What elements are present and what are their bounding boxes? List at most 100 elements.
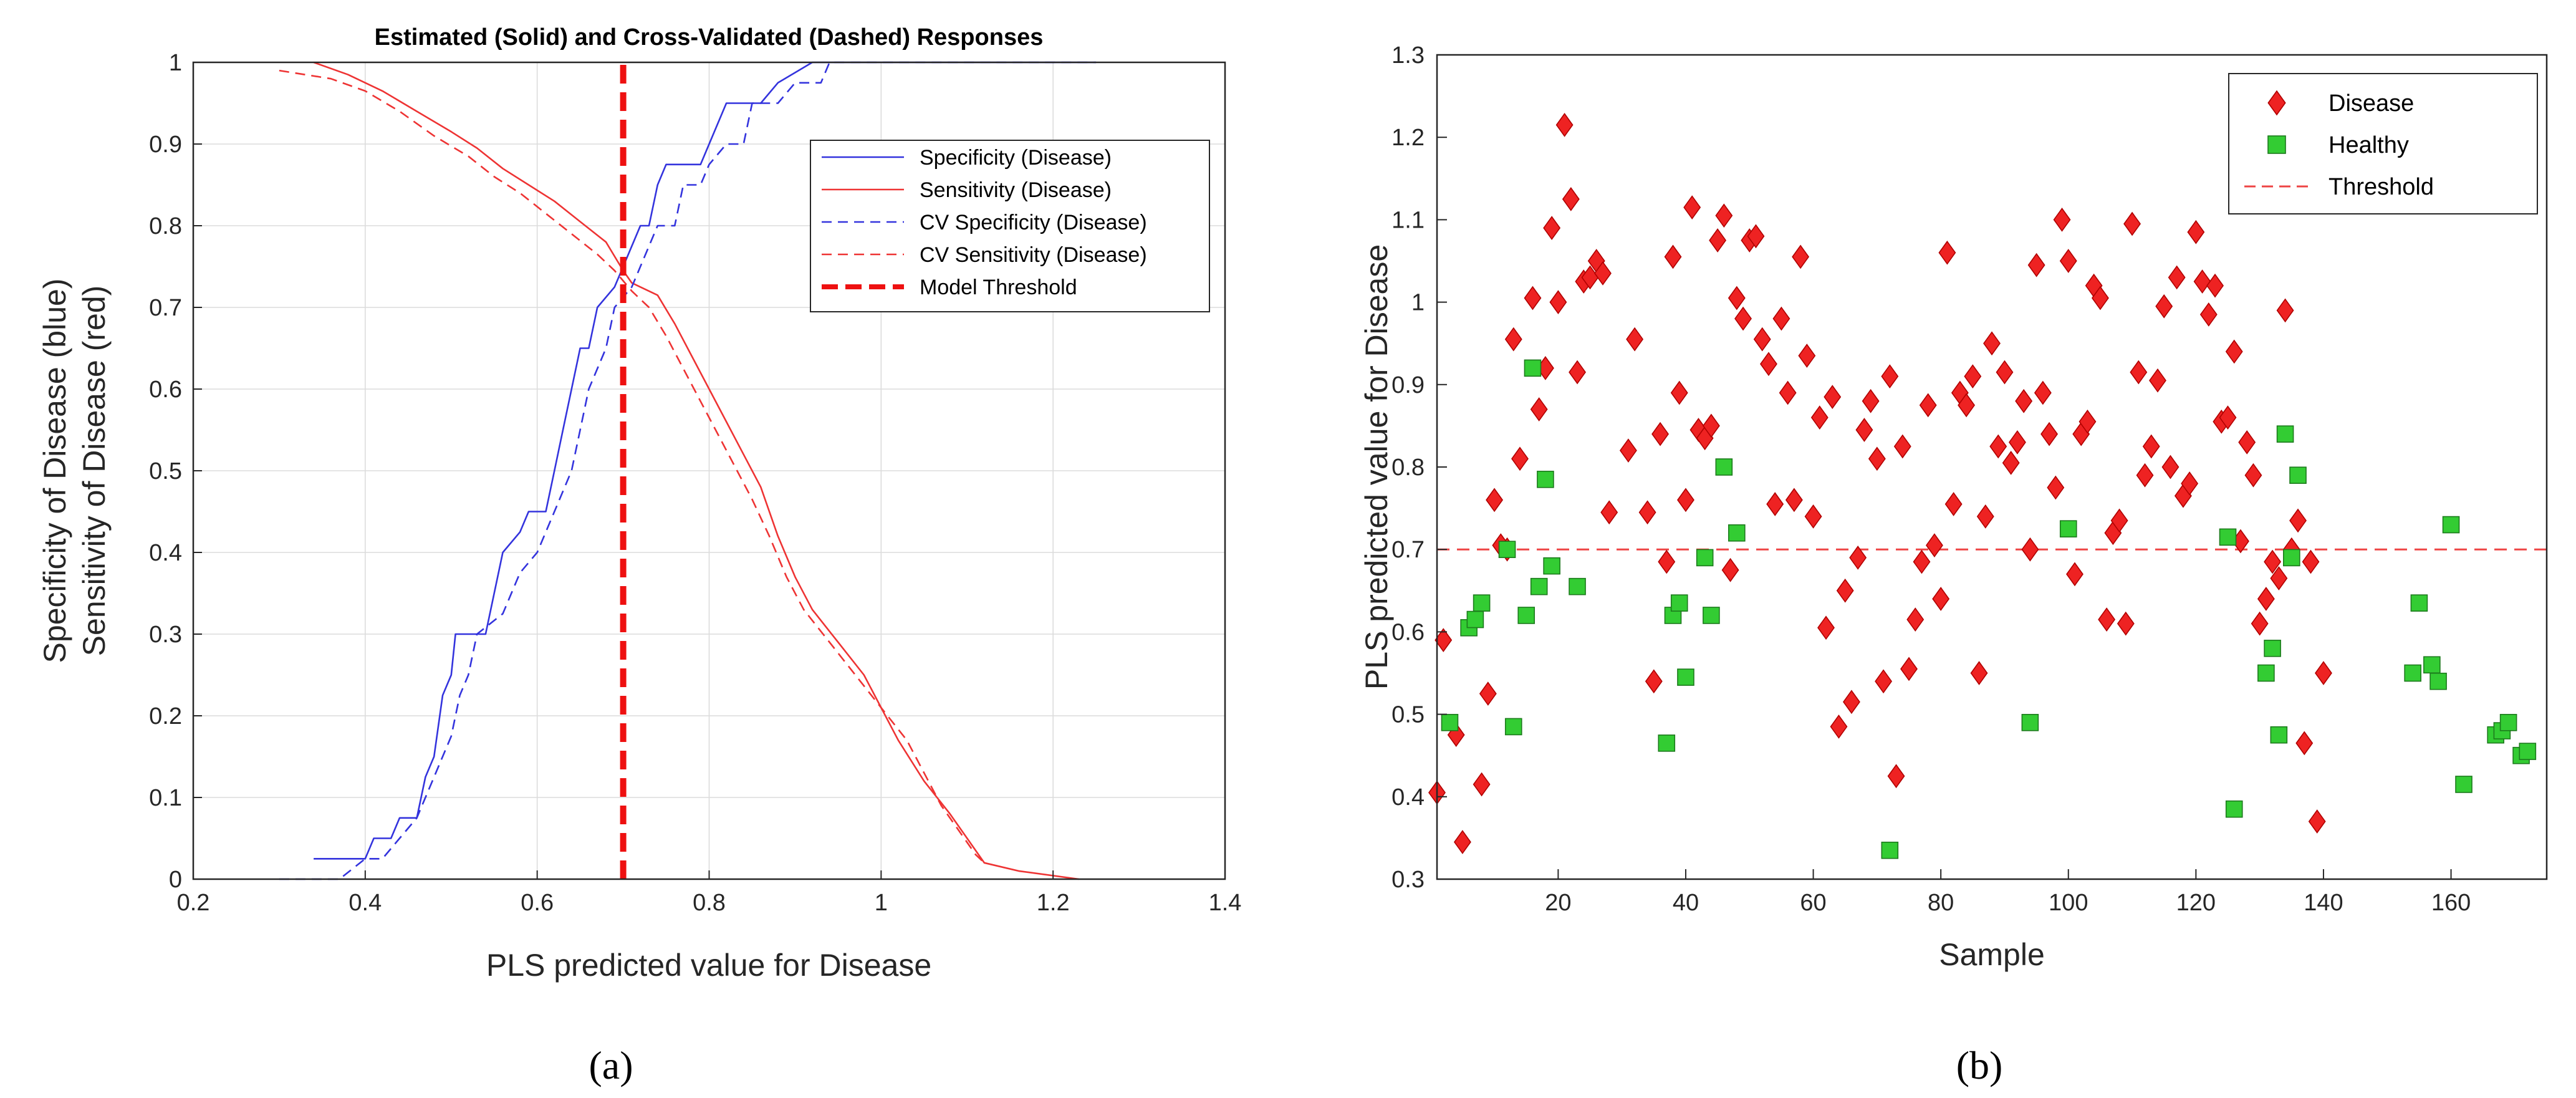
chart-b-point-disease bbox=[1569, 360, 1587, 385]
chart-b-x-tick-label: 20 bbox=[1545, 890, 1571, 916]
chart-b-y-tick-label: 1 bbox=[1411, 290, 1425, 316]
chart-b-point-disease bbox=[1804, 504, 1822, 529]
chart-b-point-disease bbox=[1900, 657, 1918, 681]
chart-a-x-tick-label: 1.2 bbox=[1037, 890, 1070, 916]
chart-a-legend-label-cv-specificity-disease: CV Specificity (Disease) bbox=[920, 211, 1147, 234]
chart-b-y-tick-label: 0.7 bbox=[1391, 537, 1425, 563]
chart-b-point-disease bbox=[1881, 364, 1899, 388]
chart-a-y-tick-label: 0.8 bbox=[149, 213, 182, 239]
chart-b-point-healthy bbox=[1530, 577, 1548, 595]
chart-b-point-healthy bbox=[1703, 607, 1720, 624]
chart-b-point-disease bbox=[2117, 611, 2135, 636]
chart-b-point-disease bbox=[2059, 249, 2077, 273]
chart-b-point-disease bbox=[1798, 344, 1816, 368]
chart-b-legend: Disease Healthy Threshold bbox=[2228, 73, 2538, 214]
chart-a-series-cv-specificity-disease bbox=[279, 61, 1097, 880]
chart-a-legend-box bbox=[810, 140, 1210, 312]
chart-b-point-disease bbox=[1473, 772, 1491, 797]
chart-b-point-disease bbox=[2155, 294, 2173, 319]
chart-b-point-healthy bbox=[1696, 549, 1714, 567]
chart-b-point-healthy bbox=[1537, 471, 1554, 488]
chart-b-point-disease bbox=[2098, 607, 2116, 632]
chart-a-x-label: PLS predicted value for Disease bbox=[486, 948, 931, 983]
chart-b-point-disease bbox=[1524, 286, 1542, 311]
chart-b-y-tick-label: 1.1 bbox=[1391, 207, 1425, 233]
chart-b-x-tick-label: 40 bbox=[1673, 890, 1699, 916]
chart-a-y-ticks: 0 0.1 0.2 0.3 0.4 0.5 0.6 0.7 0.8 0.9 1 bbox=[149, 50, 202, 893]
chart-b-x-ticks: 20 40 60 80 100 120 140 160 bbox=[1545, 869, 2471, 916]
chart-b-point-healthy bbox=[2021, 714, 2039, 731]
chart-b-point-healthy bbox=[1543, 557, 1560, 575]
chart-b-point-disease bbox=[1562, 186, 1580, 211]
chart-b-point-disease bbox=[1709, 228, 1727, 253]
chart-b-x-tick-label: 100 bbox=[2049, 890, 2088, 916]
chart-b-point-healthy bbox=[1504, 718, 1522, 736]
chart-b-point-disease bbox=[2244, 463, 2262, 488]
chart-a-x-tick-label: 0.6 bbox=[521, 890, 554, 916]
chart-b-point-disease bbox=[2066, 562, 2083, 587]
chart-b-point-disease bbox=[1970, 661, 1988, 685]
chart-b-point-disease bbox=[1753, 327, 1771, 352]
chart-b-point-healthy bbox=[2270, 726, 2288, 744]
chart-b-point-disease bbox=[1944, 492, 1963, 516]
chart-b-point-disease bbox=[2257, 587, 2275, 611]
chart-a-y-tick-label: 0.2 bbox=[149, 703, 182, 730]
chart-b-legend-swatch-disease bbox=[2267, 90, 2286, 116]
chart-b-point-disease bbox=[1830, 715, 1848, 739]
chart-a-series-sensitivity-disease bbox=[313, 61, 1079, 880]
chart-a-y-tick-label: 0.9 bbox=[149, 132, 182, 158]
chart-b-point-disease bbox=[1715, 203, 1733, 228]
chart-b-point-disease bbox=[1932, 587, 1950, 611]
chart-b-point-disease bbox=[2130, 360, 2148, 385]
chart-b-point-disease bbox=[2123, 211, 2141, 236]
chart-b-point-disease bbox=[1664, 244, 1682, 269]
chart-b-point-disease bbox=[1868, 446, 1886, 471]
chart-a-y-tick-label: 0.7 bbox=[149, 295, 182, 321]
chart-b-point-healthy bbox=[1524, 359, 1542, 377]
chart-b-legend-label-healthy: Healthy bbox=[2328, 132, 2409, 158]
chart-b-point-disease bbox=[1549, 290, 1567, 314]
chart-b-point-disease bbox=[1555, 113, 1574, 137]
chart-b-points bbox=[1428, 113, 2537, 859]
chart-b: 20 40 60 80 100 120 140 160 0.30.40.50.60.70.80… bbox=[1359, 42, 2548, 1087]
chart-b-point-disease bbox=[2142, 434, 2160, 459]
chart-b-x-tick-label: 80 bbox=[1928, 890, 1954, 916]
chart-b-y-tick-label: 0.9 bbox=[1391, 372, 1425, 398]
chart-b-point-disease bbox=[1958, 393, 1976, 418]
chart-b-point-disease bbox=[1453, 830, 1471, 854]
chart-a-y-tick-label: 0.6 bbox=[149, 377, 182, 403]
chart-b-point-disease bbox=[1836, 578, 1854, 603]
chart-b-point-disease bbox=[1479, 681, 1497, 706]
chart-a-series-specificity-disease bbox=[314, 61, 1097, 860]
chart-b-y-tick-label: 1.2 bbox=[1391, 125, 1425, 151]
chart-b-point-disease bbox=[2047, 475, 2065, 500]
chart-b-point-disease bbox=[1721, 557, 1739, 582]
chart-b-point-healthy bbox=[1715, 458, 1733, 476]
chart-b-point-disease bbox=[2199, 302, 2218, 327]
chart-a-title: Estimated (Solid) and Cross-Validated (D… bbox=[375, 24, 1044, 51]
chart-b-point-healthy bbox=[2410, 594, 2428, 612]
chart-b-point-disease bbox=[2206, 273, 2224, 298]
chart-b-point-healthy bbox=[1677, 668, 1694, 686]
chart-b-point-disease bbox=[2034, 380, 2052, 405]
chart-b-point-disease bbox=[1785, 488, 1803, 513]
chart-b-y-tick-label: 0.4 bbox=[1391, 784, 1425, 811]
chart-b-point-healthy bbox=[2499, 714, 2517, 731]
chart-b-point-disease bbox=[2181, 471, 2199, 496]
chart-b-point-disease bbox=[1435, 628, 1453, 652]
chart-b-point-disease bbox=[1779, 380, 1797, 405]
chart-a-y-tick-label: 0.3 bbox=[149, 622, 182, 648]
chart-b-point-disease bbox=[1747, 224, 1765, 249]
chart-b-point-disease bbox=[1849, 546, 1867, 570]
chart-b-point-disease bbox=[1626, 327, 1644, 352]
chart-b-point-disease bbox=[2091, 286, 2109, 311]
chart-a-y-tick-label: 0.1 bbox=[149, 785, 182, 811]
chart-b-y-ticks: 0.3 0.4 0.5 0.6 0.7 0.8 0.9 1 1.1 1.2 1.3 bbox=[1391, 42, 1447, 893]
chart-b-x-label: Sample bbox=[1939, 937, 2045, 972]
chart-b-point-disease bbox=[2289, 508, 2307, 533]
chart-b-point-disease bbox=[2295, 731, 2314, 756]
chart-b-point-healthy bbox=[2519, 743, 2537, 760]
chart-a-y-tick-label: 0 bbox=[169, 867, 182, 893]
chart-b-point-disease bbox=[1760, 352, 1777, 377]
